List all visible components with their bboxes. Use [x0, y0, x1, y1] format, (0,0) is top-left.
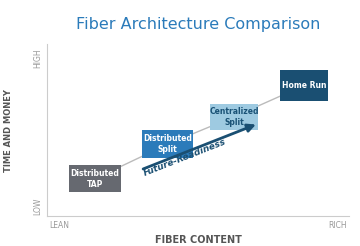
Text: Distributed
Split: Distributed Split — [143, 134, 192, 154]
Bar — [210, 104, 258, 129]
X-axis label: FIBER CONTENT: FIBER CONTENT — [154, 234, 242, 245]
Bar — [280, 70, 328, 101]
Text: Future-Readiness: Future-Readiness — [142, 137, 227, 177]
Bar — [142, 130, 193, 158]
Text: Home Run: Home Run — [282, 81, 326, 90]
Text: Centralized
Split: Centralized Split — [210, 107, 259, 127]
Text: Fiber Architecture Comparison: Fiber Architecture Comparison — [76, 17, 320, 32]
Bar — [69, 165, 121, 192]
Y-axis label: TIME AND MONEY: TIME AND MONEY — [4, 89, 13, 172]
Text: Distributed
TAP: Distributed TAP — [71, 169, 120, 189]
